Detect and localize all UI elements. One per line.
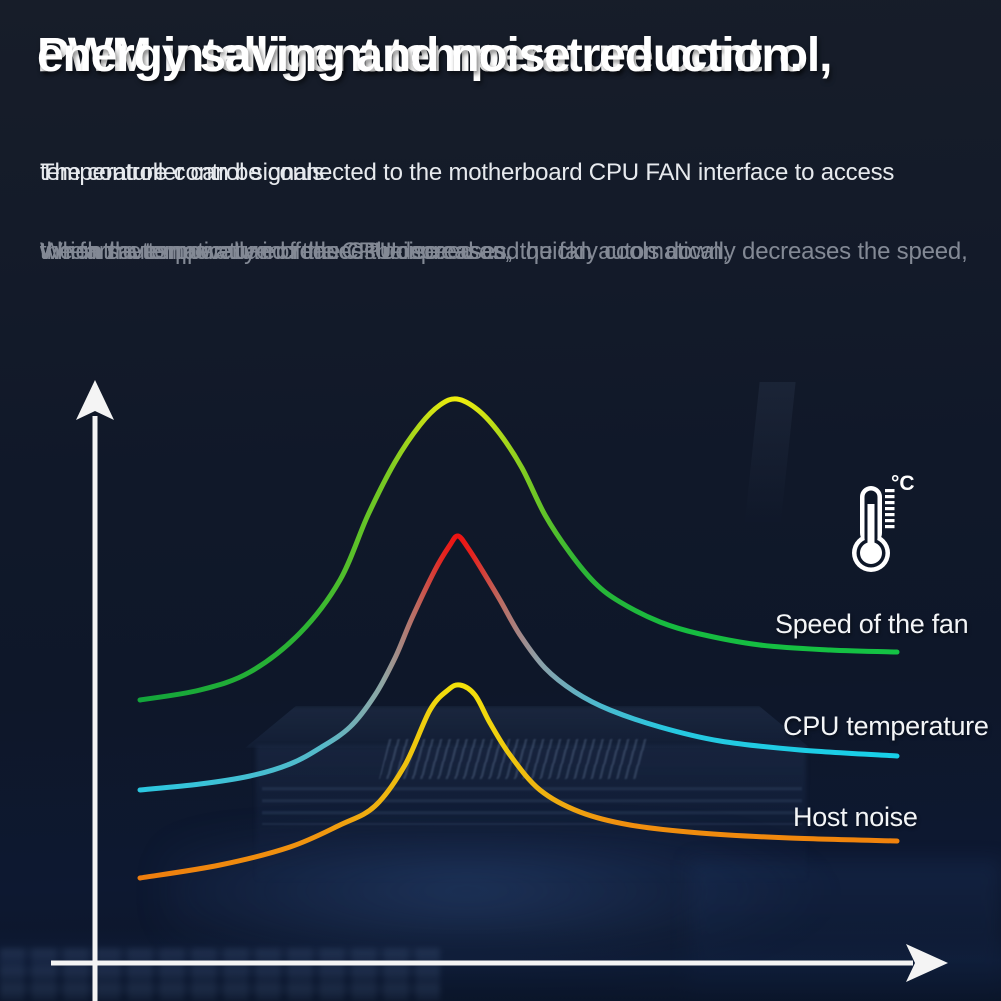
- legend-speed-of-the-fan: Speed of the fan: [775, 609, 969, 639]
- curve-host-noise: [137, 682, 900, 881]
- page-title-line2: energy saving and noise reduction.: [37, 29, 803, 82]
- curve-speed-of-the-fan: [137, 396, 900, 703]
- page-title-line1: PWM intelligent temperature control,: [37, 29, 832, 82]
- background-keyboard-blur: [0, 948, 440, 1001]
- intro-paragraph-line1: The controller can be connected to the m…: [40, 159, 895, 186]
- x-axis-arrow: [906, 944, 948, 982]
- legend-cpu-temperature: CPU temperature: [783, 711, 989, 741]
- background-pc-case-front: [256, 746, 806, 880]
- legend-host-noise: Host noise: [793, 802, 918, 832]
- detail-line1: When the temperature of the CPU increase…: [40, 238, 511, 265]
- detail-line4: which saves power and reduces noise.: [40, 238, 446, 265]
- detail-line3: when the temperature of the CPU decrease…: [40, 238, 968, 265]
- celsius-unit-label: °C: [891, 472, 915, 495]
- curve-cpu-temperature: [137, 533, 900, 793]
- intro-paragraph-line2: temperature control signals.: [40, 159, 331, 186]
- thermometer-icon: [845, 478, 905, 578]
- y-axis-arrow: [76, 380, 114, 420]
- detail-line2: the fan automatically increases the spee…: [40, 238, 729, 265]
